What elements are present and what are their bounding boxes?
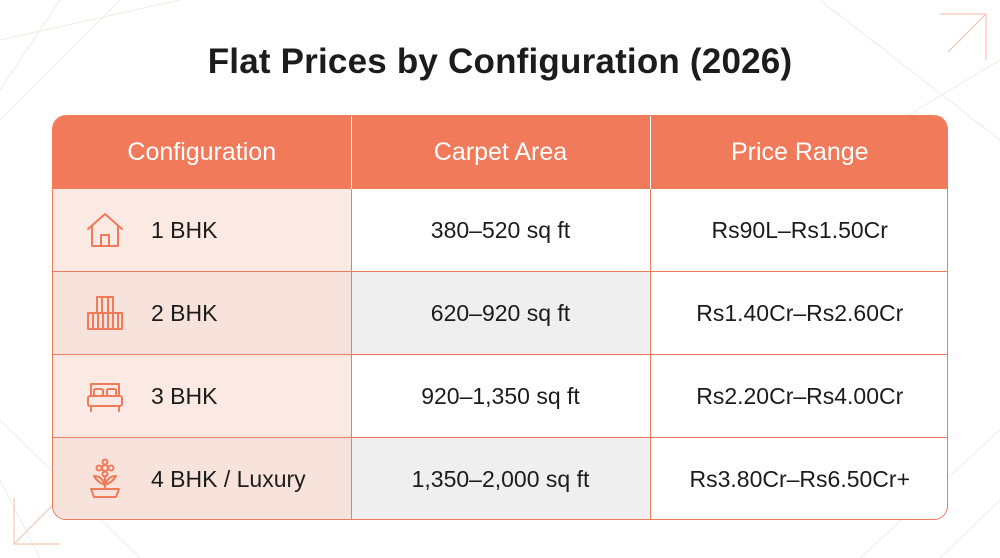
table-row: 4 BHK / Luxury 1,350–2,000 sq ft Rs3.80C… bbox=[53, 437, 947, 519]
house-icon bbox=[83, 208, 127, 252]
table-row: 1 BHK 380–520 sq ft Rs90L–Rs1.50Cr bbox=[53, 188, 947, 272]
price-range-cell: Rs90L–Rs1.50Cr bbox=[650, 188, 947, 272]
configuration-cell: 2 BHK bbox=[53, 271, 352, 355]
configuration-cell: 4 BHK / Luxury bbox=[53, 437, 352, 519]
price-range-cell: Rs2.20Cr–Rs4.00Cr bbox=[650, 354, 947, 438]
column-header-price-range: Price Range bbox=[650, 116, 947, 189]
configuration-cell: 3 BHK bbox=[53, 354, 352, 438]
carpet-area-cell: 920–1,350 sq ft bbox=[351, 354, 651, 438]
configuration-label: 4 BHK / Luxury bbox=[151, 465, 306, 492]
flower-pot-icon bbox=[83, 457, 127, 501]
bed-icon bbox=[83, 374, 127, 418]
price-range-cell: Rs3.80Cr–Rs6.50Cr+ bbox=[650, 437, 947, 519]
price-range-cell: Rs1.40Cr–Rs2.60Cr bbox=[650, 271, 947, 355]
carpet-area-cell: 620–920 sq ft bbox=[351, 271, 651, 355]
carpet-area-cell: 1,350–2,000 sq ft bbox=[351, 437, 651, 519]
table-row: 2 BHK 620–920 sq ft Rs1.40Cr–Rs2.60Cr bbox=[53, 271, 947, 355]
column-header-carpet-area: Carpet Area bbox=[351, 116, 651, 189]
table-header-row: Configuration Carpet Area Price Range bbox=[53, 116, 947, 189]
column-header-configuration: Configuration bbox=[53, 116, 352, 189]
chart-title: Flat Prices by Configuration (2026) bbox=[207, 42, 793, 81]
configuration-label: 2 BHK bbox=[151, 299, 218, 326]
table-row: 3 BHK 920–1,350 sq ft Rs2.20Cr–Rs4.00Cr bbox=[53, 354, 947, 438]
configuration-label: 3 BHK bbox=[151, 382, 218, 409]
configuration-label: 1 BHK bbox=[151, 216, 218, 243]
building-icon bbox=[83, 291, 127, 335]
configuration-cell: 1 BHK bbox=[53, 188, 352, 272]
carpet-area-cell: 380–520 sq ft bbox=[351, 188, 651, 272]
price-table: Configuration Carpet Area Price Range bbox=[52, 115, 948, 520]
